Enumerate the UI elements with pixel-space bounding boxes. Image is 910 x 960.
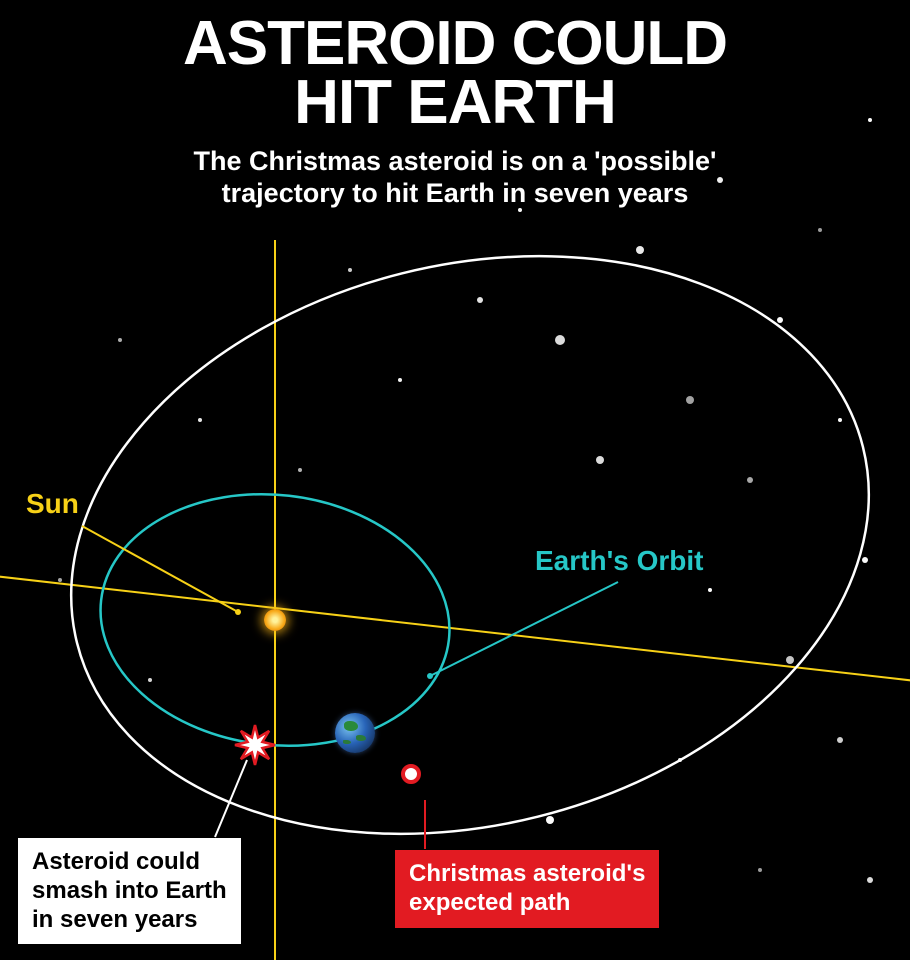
impact-text-1: Asteroid could bbox=[32, 848, 200, 875]
subtitle-line-2: trajectory to hit Earth in seven years bbox=[222, 178, 689, 208]
asteroid-text-1: Christmas asteroid's bbox=[409, 860, 645, 887]
sun-label: Sun bbox=[26, 488, 79, 520]
title-line-2: HIT EARTH bbox=[294, 68, 616, 137]
subtitle: The Christmas asteroid is on a 'possible… bbox=[0, 145, 910, 210]
impact-text-3: in seven years bbox=[32, 906, 197, 933]
main-title: ASTEROID COULD HIT EARTH bbox=[0, 15, 910, 133]
subtitle-line-1: The Christmas asteroid is on a 'possible… bbox=[194, 146, 717, 176]
impact-star-icon bbox=[233, 723, 277, 767]
earth-orbit-label: Earth's Orbit bbox=[535, 545, 703, 577]
impact-callout: Asteroid could smash into Earth in seven… bbox=[18, 838, 241, 944]
header-block: ASTEROID COULD HIT EARTH The Christmas a… bbox=[0, 15, 910, 210]
asteroid-path-callout: Christmas asteroid's expected path bbox=[395, 850, 659, 928]
impact-text-2: smash into Earth bbox=[32, 877, 227, 904]
asteroid-marker-icon bbox=[401, 764, 421, 784]
asteroid-text-2: expected path bbox=[409, 889, 570, 916]
earth-icon bbox=[335, 713, 375, 753]
sun-icon bbox=[264, 609, 286, 631]
